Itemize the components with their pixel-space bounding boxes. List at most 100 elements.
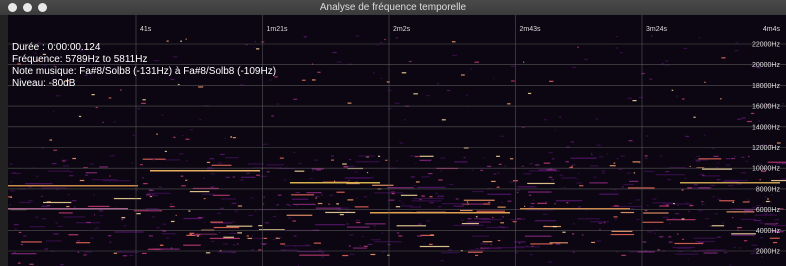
spectrum-cell xyxy=(371,239,380,240)
spectrum-cell xyxy=(280,243,285,244)
spectrum-cell xyxy=(685,178,687,179)
spectrum-cell xyxy=(466,94,468,95)
spectrogram-bg xyxy=(0,15,786,266)
spectrum-cell xyxy=(186,160,187,161)
spectrum-cell xyxy=(72,200,77,201)
spectrum-cell xyxy=(548,261,552,262)
spectrum-cell xyxy=(273,239,275,240)
spectrum-cell xyxy=(396,206,400,207)
spectrum-cell xyxy=(302,80,306,81)
spectrum-cell xyxy=(146,194,151,195)
spectrum-cell xyxy=(493,78,494,79)
zoom-button[interactable] xyxy=(38,3,47,12)
minimize-button[interactable] xyxy=(23,3,32,12)
spectrum-cell xyxy=(355,172,357,173)
spectrum-cell xyxy=(543,214,548,215)
spectrum-cell xyxy=(631,208,634,209)
spectrum-cell xyxy=(487,166,491,167)
spectrum-cell xyxy=(255,41,256,42)
spectrum-cell xyxy=(461,74,465,75)
spectrum-cell xyxy=(777,223,779,224)
spectrum-cell xyxy=(638,97,643,98)
spectrum-cell xyxy=(611,234,634,235)
spectrum-cell xyxy=(729,264,731,265)
spectrum-cell xyxy=(349,180,350,181)
spectrum-cell xyxy=(724,180,748,181)
spectrum-cell xyxy=(110,155,115,156)
spectrum-cell xyxy=(267,171,270,172)
spectrum-cell xyxy=(304,36,307,37)
spectrum-cell xyxy=(373,72,375,73)
spectrum-cell xyxy=(86,172,97,173)
spectrum-cell xyxy=(544,163,550,164)
spectrum-cell xyxy=(464,157,466,158)
spectrum-cell xyxy=(170,203,172,204)
spectrum-cell xyxy=(396,37,398,38)
spectrum-cell xyxy=(374,192,403,193)
spectrum-cell xyxy=(358,156,374,157)
spectrum-cell xyxy=(614,216,618,217)
spectrum-cell xyxy=(271,115,274,116)
spectrum-cell xyxy=(21,241,42,242)
title-bar: Analyse de fréquence temporelle xyxy=(0,0,786,15)
spectrum-cell xyxy=(682,218,685,219)
spectrum-cell xyxy=(578,218,600,219)
spectrum-cell xyxy=(748,156,750,157)
spectrum-cell xyxy=(331,155,334,156)
info-line: Durée : 0:00:00.124 xyxy=(12,42,101,53)
spectrum-cell xyxy=(525,236,552,237)
spectrum-cell xyxy=(203,217,204,218)
spectrum-cell xyxy=(523,173,531,174)
spectrum-cell xyxy=(562,232,565,233)
spectrum-cell xyxy=(232,203,237,204)
time-label: 1m21s xyxy=(267,26,289,33)
spectrum-cell xyxy=(292,199,308,200)
spectrum-cell xyxy=(693,238,716,239)
spectrum-cell xyxy=(510,158,513,159)
spectrum-cell xyxy=(19,202,31,203)
spectrum-cell xyxy=(217,213,220,214)
spectrum-cell xyxy=(238,205,242,206)
spectrum-cell xyxy=(497,187,500,188)
spectrum-cell xyxy=(621,255,625,256)
spectrum-cell xyxy=(14,224,19,225)
spectrum-cell xyxy=(356,222,360,223)
spectrum-cell xyxy=(417,235,422,236)
spectrum-cell xyxy=(705,218,709,219)
spectrum-cell xyxy=(480,170,483,171)
spectrum-cell xyxy=(698,158,721,159)
spectrum-cell xyxy=(487,227,509,228)
spectrum-cell xyxy=(652,202,673,203)
spectrum-cell xyxy=(165,151,167,152)
spectrum-streak xyxy=(290,182,380,184)
spectrum-cell xyxy=(782,162,786,163)
spectrum-cell xyxy=(28,200,32,201)
spectrum-cell xyxy=(254,47,255,48)
spectrum-cell xyxy=(210,238,240,239)
spectrum-cell xyxy=(724,252,728,253)
spectrum-cell xyxy=(186,235,195,236)
left-border xyxy=(0,15,8,266)
spectrum-cell xyxy=(278,237,281,238)
spectrum-cell xyxy=(202,194,214,195)
spectrum-cell xyxy=(709,226,712,227)
spectrum-cell xyxy=(572,67,576,68)
spectrum-cell xyxy=(731,158,735,159)
spectrum-cell xyxy=(241,177,255,178)
close-button[interactable] xyxy=(8,3,17,12)
spectrum-cell xyxy=(651,35,653,36)
spectrum-cell xyxy=(577,179,578,180)
spectrum-cell xyxy=(696,156,699,157)
spectrum-cell xyxy=(711,185,716,186)
spectrum-cell xyxy=(617,158,619,159)
spectrum-cell xyxy=(356,161,380,162)
spectrum-cell xyxy=(220,154,225,155)
spectrum-cell xyxy=(387,81,390,82)
spectrum-cell xyxy=(183,245,201,246)
spectrum-cell xyxy=(269,79,272,80)
spectrum-cell xyxy=(732,217,733,218)
spectrum-cell xyxy=(342,255,348,256)
spectrum-cell xyxy=(551,179,554,180)
spectrogram: 41s1m21s2m2s2m43s3m24s4m4s22000Hz20000Hz… xyxy=(0,15,786,266)
spectrum-cell xyxy=(108,235,111,236)
